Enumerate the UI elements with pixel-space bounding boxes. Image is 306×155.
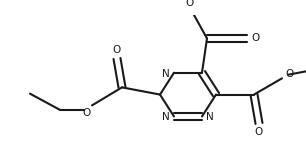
Text: O: O (286, 69, 294, 79)
Text: O: O (252, 33, 260, 43)
Text: O: O (186, 0, 194, 8)
Text: O: O (255, 126, 263, 137)
Text: N: N (206, 112, 214, 122)
Text: O: O (113, 45, 121, 55)
Text: N: N (162, 69, 170, 79)
Text: N: N (162, 112, 170, 122)
Text: O: O (83, 108, 91, 118)
